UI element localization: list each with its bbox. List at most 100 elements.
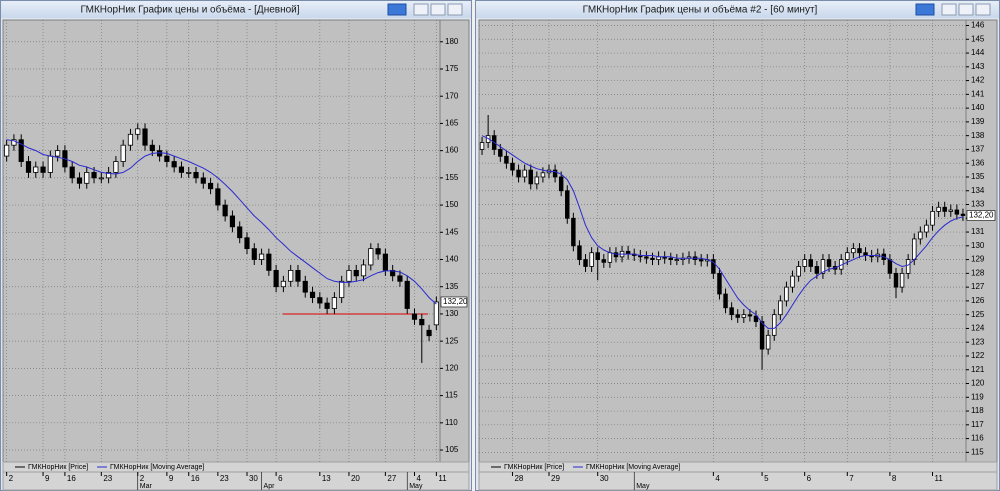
candle-body [295,269,301,282]
x-tick-label: 4 [417,474,422,483]
y-tick-label: 116 [971,434,984,443]
candle-body [589,252,594,267]
month-label: May [636,483,650,490]
candle-body [851,248,856,254]
maximize-button[interactable] [958,3,974,16]
candle-body [558,176,564,192]
last-price-label: 132,20 [969,211,994,220]
candle-body [784,286,789,302]
candle-body [258,253,265,260]
minimize-button[interactable] [413,3,429,16]
x-tick-label: 23 [220,474,229,483]
candle-body [924,224,929,233]
candle-body [251,248,257,260]
candle-body [346,269,352,282]
candle-body [120,144,126,162]
candle-body [84,172,90,184]
y-tick-label: 119 [971,392,984,401]
y-tick-label: 138 [971,131,985,140]
candle-body [186,172,192,174]
candle-body [571,217,576,247]
candle-body [936,206,941,212]
candle-body [11,139,17,146]
candle-body [479,142,485,150]
candle-body [127,133,134,146]
title-bar[interactable] [476,1,999,18]
maximize-button[interactable] [430,3,446,16]
y-tick-label: 146 [971,21,985,30]
y-tick-label: 145 [445,227,459,236]
y-tick-label: 128 [971,268,985,277]
y-tick-label: 123 [971,337,985,346]
candle-body [577,245,582,260]
candle-body [735,314,740,318]
title-bar[interactable] [1,1,471,18]
y-tick-label: 127 [971,282,985,291]
candle-body [601,259,607,263]
x-tick-label: 13 [322,474,331,483]
close-button[interactable] [975,3,991,16]
candle-body [814,266,820,274]
candle-body [98,177,104,180]
candle-body [149,144,155,152]
candle-body [717,272,722,295]
candle-body [516,169,521,178]
y-tick-label: 131 [971,227,985,236]
candle-body [18,139,24,162]
candle-body [302,280,308,293]
y-tick-label: 130 [971,241,985,250]
x-tick-label: 16 [191,474,200,483]
y-tick-label: 142 [971,76,985,85]
candle-body [33,166,39,173]
candle-body [237,226,243,239]
close-button[interactable] [447,3,463,16]
candle-body [650,257,655,260]
x-tick-label: 2 [140,474,145,483]
x-tick-label: 5 [764,474,769,483]
minimize-button[interactable] [941,3,957,16]
window-title: ГМКНорНик График цены и объёма - [Дневно… [80,4,299,16]
y-tick-label: 139 [971,117,985,126]
candle-body [930,210,935,226]
candle-body [178,166,185,173]
candle-body [368,248,374,266]
legend-label: ГМКНорНик [Price] [28,464,88,471]
candle-body [765,334,771,350]
pin-button[interactable] [387,3,407,16]
y-tick-label: 125 [971,310,985,319]
candle-body [171,161,177,168]
x-tick-label: 29 [551,474,560,483]
candle-body [229,215,236,228]
pin-button[interactable] [915,3,935,16]
candle-body [595,252,600,260]
candle-body [528,169,533,185]
candle-body [857,248,862,254]
candle-body [540,172,546,178]
y-tick-label: 141 [971,89,985,98]
candle-body [288,269,294,282]
candle-body [331,297,337,309]
y-tick-label: 140 [445,255,459,264]
candle-body [142,128,148,146]
candle-body [905,259,911,274]
y-tick-label: 125 [445,336,459,345]
candle-body [918,231,923,240]
y-tick-label: 144 [971,48,985,57]
candle-body [723,293,728,309]
x-axis-strip [2,471,470,491]
month-label: Apr [264,483,276,490]
candle-body [404,280,410,309]
candle-body [360,264,367,277]
moving-average-line [6,139,437,305]
candle-body [741,314,747,318]
y-tick-label: 126 [971,296,985,305]
candle-body [411,313,418,320]
y-axis-area [965,19,998,463]
y-tick-label: 180 [445,37,459,46]
candle-body [796,266,801,277]
x-tick-label: 6 [278,474,283,483]
candle-body [607,252,613,263]
candle-body [753,315,759,322]
y-axis-area [439,19,470,463]
candle-body [40,166,46,173]
